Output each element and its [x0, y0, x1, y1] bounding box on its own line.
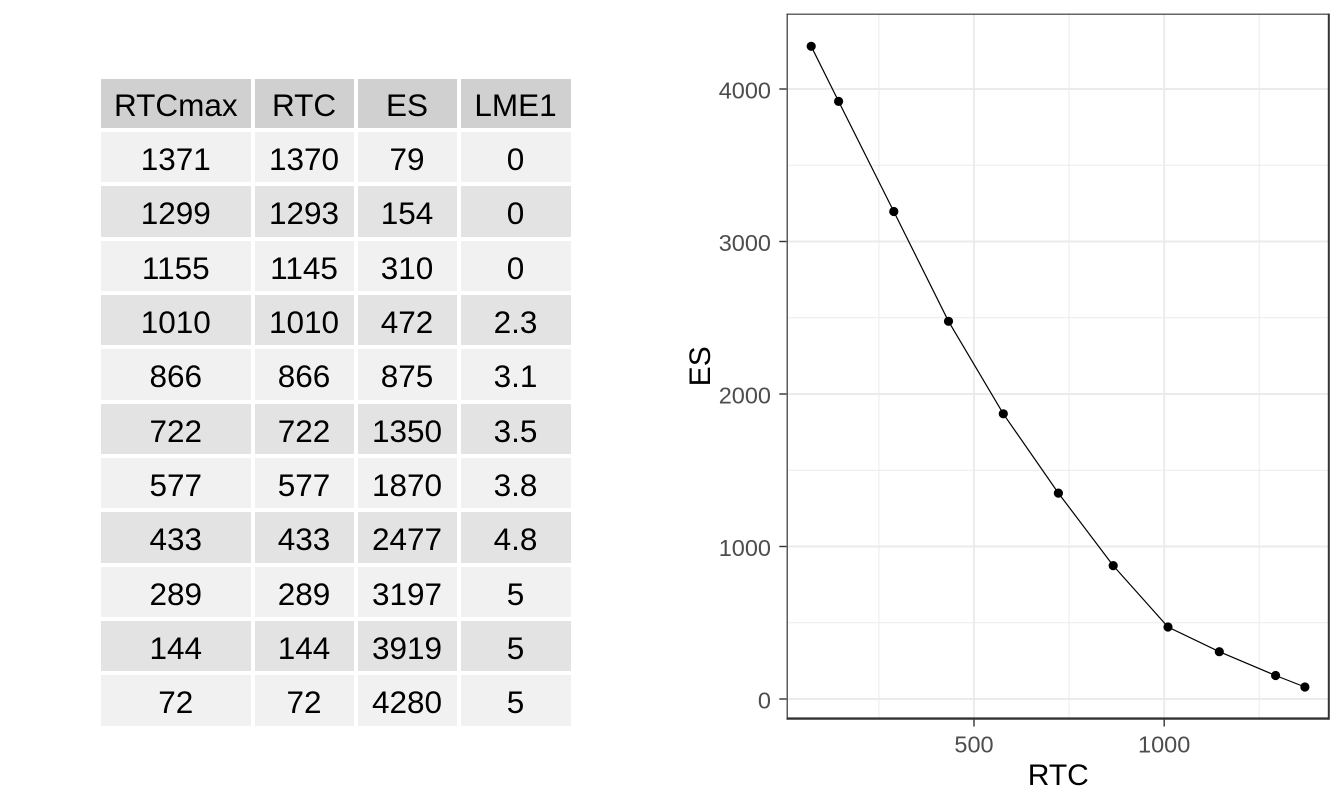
svg-text:RTC: RTC [1028, 759, 1089, 792]
svg-text:1000: 1000 [719, 535, 771, 561]
svg-text:3000: 3000 [719, 230, 771, 256]
svg-text:ES: ES [684, 346, 717, 386]
svg-text:2000: 2000 [719, 383, 771, 409]
svg-text:500: 500 [954, 732, 993, 758]
svg-text:4000: 4000 [719, 78, 771, 104]
svg-text:1000: 1000 [1138, 732, 1190, 758]
svg-text:0: 0 [758, 688, 771, 714]
